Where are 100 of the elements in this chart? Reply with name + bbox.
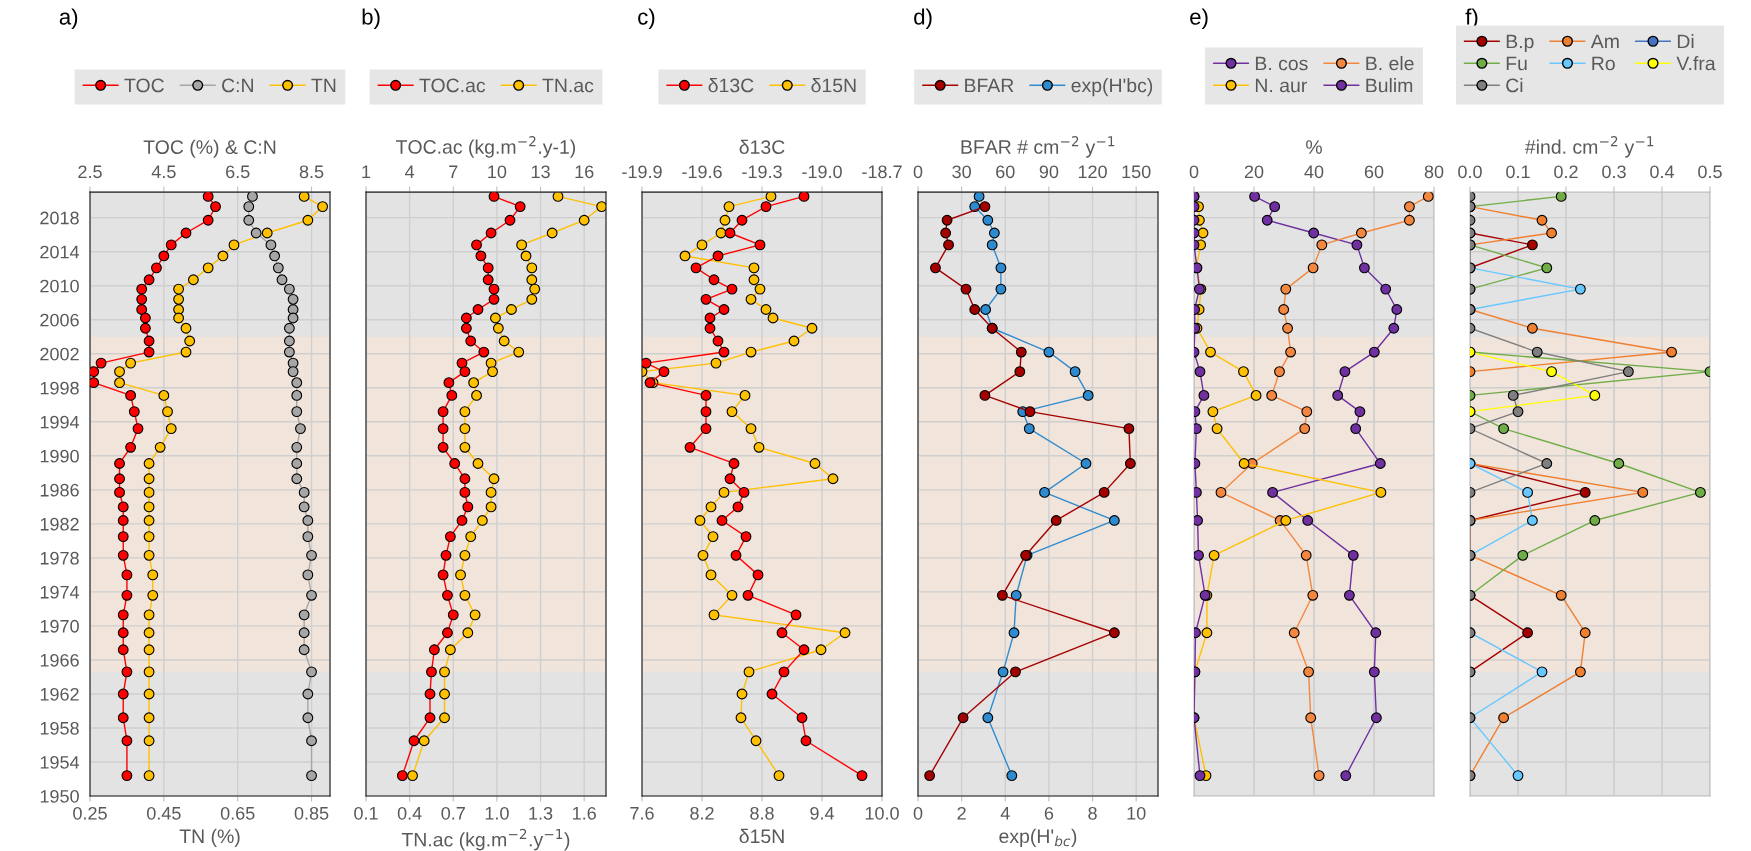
x2-tick-label: 0.2 [1554, 165, 1578, 179]
x-tick-label: 8 [1088, 806, 1097, 820]
x-axis-title: δ15N [739, 828, 784, 844]
y-tick-label: 1990 [40, 449, 79, 463]
x2-tick-label: 0.4 [1650, 165, 1675, 179]
x2-tick-label: 4.5 [151, 165, 176, 179]
x-tick-label: 0.4 [397, 806, 422, 820]
legend-label: Bulim [1366, 78, 1413, 93]
y-tick-label: 1970 [40, 619, 79, 633]
x2-tick-label: 0 [913, 165, 923, 179]
legend-label: N. aur [1255, 78, 1307, 93]
y-tick-label: 1986 [40, 483, 79, 497]
x-tick-label: 0.7 [441, 806, 465, 820]
x2-tick-label: 60 [1364, 165, 1384, 179]
x-tick-label: 8.8 [750, 806, 774, 820]
y-tick-label: 1994 [40, 415, 80, 429]
x2-tick-label: 7 [449, 165, 458, 178]
x2-tick-label: 90 [1039, 165, 1059, 179]
x2-axis-title: TOC.ac (kg.m$^{−2}$.y-1) [396, 136, 576, 158]
x2-tick-label: -18.7 [862, 165, 902, 179]
chart-title: e) [1190, 8, 1208, 30]
legend-label: Am [1590, 34, 1619, 49]
x2-tick-label: 0 [1189, 165, 1199, 179]
x2-tick-label: -19.9 [622, 165, 662, 179]
x2-tick-label: 2.5 [78, 165, 102, 179]
x-tick-label: 0.25 [73, 806, 107, 820]
x2-tick-label: 20 [1244, 165, 1264, 179]
y-tick-label: 2018 [40, 211, 79, 225]
x2-tick-label: -19.6 [682, 165, 722, 179]
y-tick-label: 1998 [40, 381, 79, 395]
y-tick-label: 1958 [40, 721, 79, 735]
x2-tick-label: 8.5 [299, 165, 324, 179]
x2-axis-title: δ13C [739, 139, 785, 154]
x2-tick-label: 0.5 [1698, 165, 1722, 179]
x-tick-label: 1.0 [485, 806, 509, 820]
x-tick-label: 0.85 [294, 806, 329, 820]
y-tick-label: 2002 [40, 347, 79, 361]
x2-tick-label: 16 [575, 165, 594, 179]
x2-tick-label: 80 [1424, 165, 1444, 179]
y-tick-label: 2014 [40, 245, 80, 259]
x2-tick-label: 1 [362, 165, 371, 178]
x2-tick-label: 30 [952, 165, 971, 179]
x-tick-label: 6 [1044, 806, 1054, 820]
x2-tick-label: 150 [1122, 165, 1151, 179]
x-tick-label: 10.0 [865, 806, 899, 820]
legend-label: TN.ac [542, 78, 594, 93]
chart-title: d) [914, 8, 932, 30]
legend-label: Fu [1506, 56, 1527, 71]
x2-tick-label: 0.0 [1458, 165, 1482, 179]
x2-tick-label: 4 [405, 165, 415, 178]
x2-tick-label: 13 [531, 165, 550, 179]
x2-tick-label: -19.0 [802, 165, 842, 179]
legend-label: Di [1677, 34, 1694, 49]
legend-label: C:N [222, 78, 253, 93]
x-tick-label: 10 [1127, 806, 1146, 820]
x2-tick-label: 0.1 [1506, 165, 1530, 179]
legend-label: TOC.ac [419, 78, 486, 93]
x-tick-label: 8.2 [690, 806, 714, 820]
x-axis-title: TN.ac (kg.m$^{−2}$.y$^{−1}$) [401, 828, 570, 851]
x2-axis-title: % [1306, 140, 1322, 154]
x-tick-label: 9.4 [810, 806, 835, 820]
x2-axis-title: BFAR # cm$^{−2}$ y$^{−1}$ [961, 136, 1115, 158]
legend-label: B. cos [1255, 56, 1308, 71]
y-tick-label: 1978 [40, 551, 79, 565]
y-tick-label: 1950 [40, 789, 79, 803]
y-tick-label: 1954 [40, 755, 80, 769]
x-tick-label: 4 [1000, 807, 1010, 820]
x-tick-label: 1.6 [573, 806, 596, 820]
y-tick-label: 2006 [40, 313, 79, 327]
y-tick-label: 1982 [40, 517, 79, 531]
chart-title: a) [59, 8, 78, 30]
legend-label: δ15N [811, 78, 856, 93]
y-tick-label: 2010 [40, 279, 79, 293]
legend-label: B. ele [1366, 56, 1414, 71]
legend-label: TOC [124, 78, 164, 93]
x-tick-label: 0.45 [146, 806, 181, 820]
y-tick-label: 1962 [40, 687, 79, 701]
x2-tick-label: 10 [488, 165, 507, 179]
legend-label: BFAR [965, 78, 1014, 93]
x-tick-label: 1.3 [529, 806, 553, 820]
legend-label: B.p [1506, 34, 1534, 53]
x-tick-label: 7.6 [630, 806, 654, 820]
x2-axis-title: #ind. cm$^{−2}$ y$^{−1}$ [1524, 136, 1654, 158]
x-tick-label: 2 [957, 806, 966, 820]
x2-tick-label: -19.3 [742, 165, 782, 179]
legend-label: Ro [1592, 56, 1615, 71]
legend-label: Ci [1506, 78, 1523, 93]
chart-title: c) [638, 8, 655, 30]
x2-tick-label: 60 [996, 165, 1015, 179]
x-tick-label: 0.1 [354, 806, 378, 820]
chart-title: b) [362, 8, 380, 30]
legend-label: exp(H'bc) [1071, 78, 1153, 97]
y-tick-label: 1966 [40, 653, 79, 667]
x2-tick-label: 40 [1304, 165, 1324, 179]
x2-tick-label: 0.3 [1602, 165, 1626, 179]
x-axis-title: exp(H'$_{bc}$) [999, 828, 1077, 847]
legend-label: TN [311, 78, 336, 93]
legend-label: V.fra [1676, 56, 1716, 71]
y-tick-label: 1974 [40, 585, 80, 599]
x-axis-title: TN (%) [179, 828, 240, 847]
